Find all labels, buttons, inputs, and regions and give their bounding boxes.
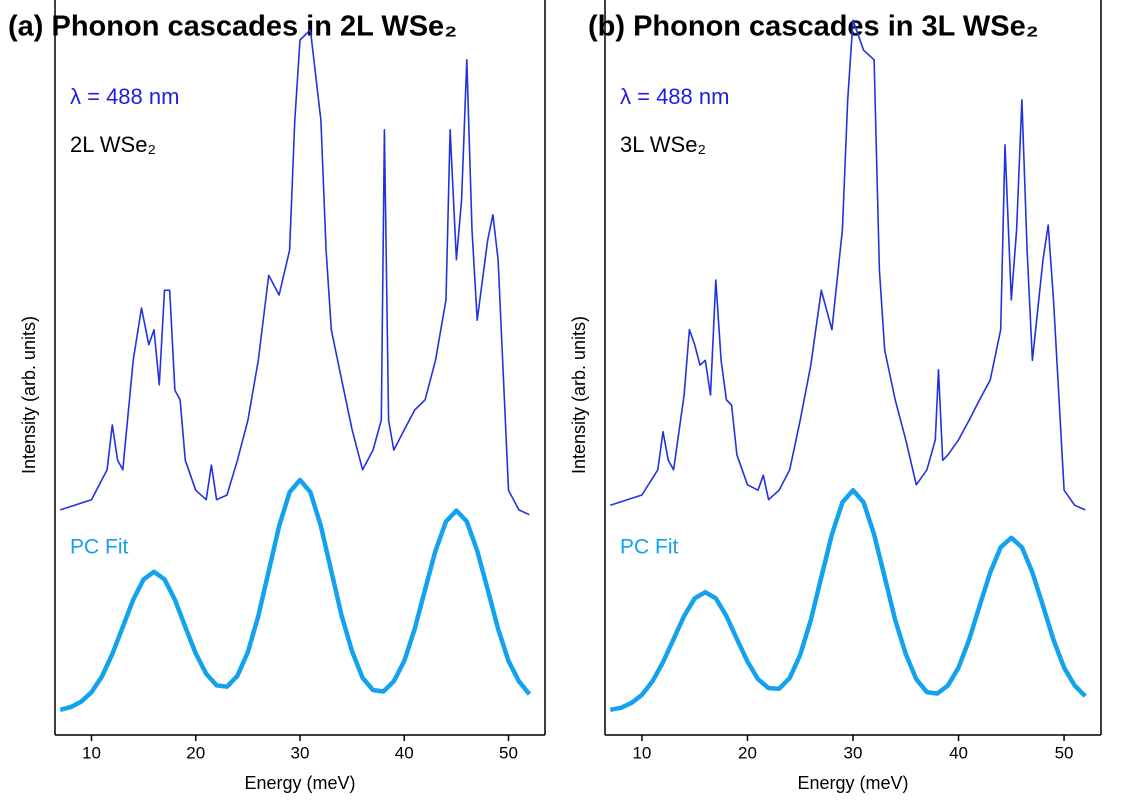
series-line (609, 487, 1087, 713)
x-tick-label: 30 (291, 743, 310, 762)
x-tick-label: 20 (186, 743, 205, 762)
series-line (59, 29, 530, 516)
series-line (59, 477, 532, 712)
y-axis-label: Intensity (arb. units) (569, 316, 589, 474)
x-tick-label: 20 (738, 743, 757, 762)
legend-label: PC Fit (70, 536, 129, 559)
x-tick-label: 40 (949, 743, 968, 762)
x-tick-label: 10 (82, 743, 101, 762)
panel-title: (a) Phonon cascades in 2L WSe₂ (8, 11, 457, 43)
annotation: 2L WSe₂ (70, 132, 156, 157)
x-tick-label: 50 (1055, 743, 1074, 762)
annotation: λ = 488 nm (70, 84, 179, 109)
x-axis-label: Energy (meV) (797, 773, 908, 793)
x-tick-label: 40 (395, 743, 414, 762)
x-tick-label: 30 (844, 743, 863, 762)
x-tick-label: 10 (632, 743, 651, 762)
x-axis-label: Energy (meV) (244, 773, 355, 793)
x-tick-label: 50 (499, 743, 518, 762)
annotation: 3L WSe₂ (620, 132, 706, 157)
y-axis-label: Intensity (arb. units) (19, 316, 39, 474)
legend-label: PC Fit (620, 536, 679, 559)
panel-title: (b) Phonon cascades in 3L WSe₂ (588, 11, 1039, 43)
series-line (610, 19, 1086, 511)
annotation: λ = 488 nm (620, 84, 729, 109)
